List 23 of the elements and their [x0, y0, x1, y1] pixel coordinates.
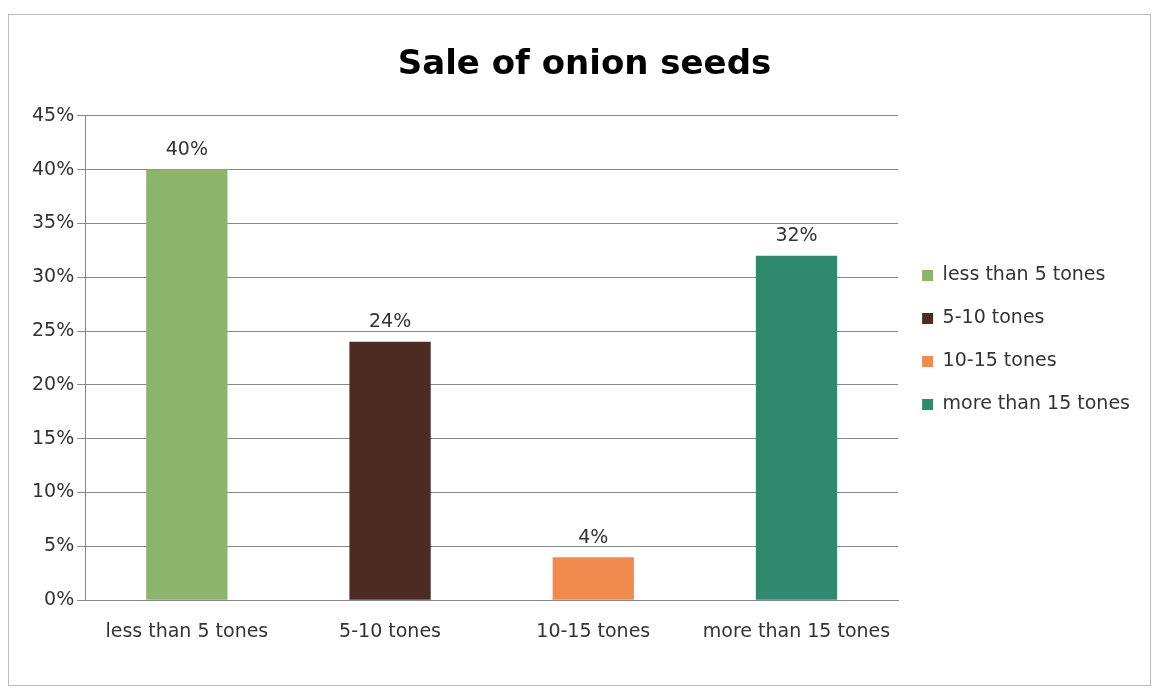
data-label: 4% [578, 524, 609, 547]
y-tick-label: 10% [32, 479, 75, 502]
x-tick-label: more than 15 tones [702, 618, 891, 641]
y-tick-label: 5% [44, 533, 75, 556]
y-tick-label: 35% [32, 210, 75, 233]
x-tick-label: 10-15 tones [536, 618, 651, 641]
chart-title: Sale of onion seeds [397, 42, 772, 83]
y-tick-label: 15% [32, 425, 75, 448]
data-label: 24% [368, 309, 412, 332]
data-label: 40% [165, 137, 208, 160]
y-tick-label: 30% [32, 264, 75, 287]
legend-label: 10-15 tones [942, 348, 1057, 371]
data-label: 32% [775, 223, 818, 246]
legend-label: less than 5 tones [942, 262, 1106, 285]
y-tick-label: 40% [32, 156, 75, 179]
y-tick-label: 25% [32, 318, 75, 341]
x-tick-label: less than 5 tones [105, 618, 269, 641]
legend-label: 5-10 tones [942, 305, 1045, 328]
legend-label: more than 15 tones [942, 391, 1131, 414]
y-tick-label: 0% [44, 587, 75, 610]
y-tick-label: 45% [32, 102, 75, 125]
y-tick-label: 20% [32, 371, 75, 394]
x-tick-label: 5-10 tones [339, 618, 441, 641]
